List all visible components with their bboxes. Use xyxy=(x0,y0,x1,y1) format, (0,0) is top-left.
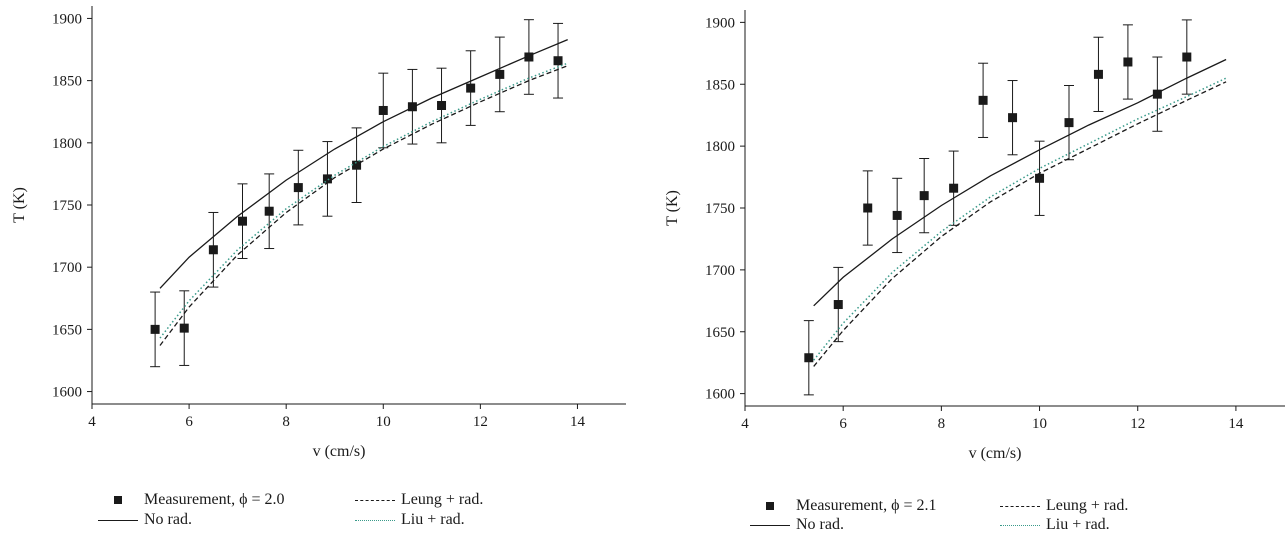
legend-label-liu: Liu + rad. xyxy=(401,511,465,528)
x-tick-label: 4 xyxy=(88,414,96,430)
chart-panel-right: 4 6 8 10 12 14 1600 1650 1700 1750 1800 1850 1900 v (… xyxy=(645,0,1287,536)
legend-label-measurement: Measurement, ϕ = 2.0 xyxy=(144,491,285,508)
y-tick-label: 1700 xyxy=(52,260,82,276)
legend-label-liu: Liu + rad. xyxy=(1046,516,1110,533)
x-tick-label: 6 xyxy=(185,414,193,430)
no-rad-curve xyxy=(159,39,568,289)
measurement-point xyxy=(949,183,959,193)
dotted-line-icon xyxy=(1000,519,1040,531)
y-tick-label: 1750 xyxy=(52,198,82,214)
liu-rad-curve xyxy=(813,77,1227,361)
y-axis-title: T (K) xyxy=(664,190,681,226)
chart-svg-right: 4 6 8 10 12 14 1600 1650 1700 1750 1800 1850 1900 v (… xyxy=(664,10,1285,462)
measurement-point xyxy=(524,52,534,62)
chart-panel-left: 4 6 8 10 12 14 1600 1650 1700 1750 1800 1850 1900 v (… xyxy=(0,0,640,536)
measurement-point xyxy=(437,101,447,110)
y-tick-label: 1650 xyxy=(705,325,735,341)
measurement-point xyxy=(1035,173,1045,183)
dashed-line-icon xyxy=(355,494,395,506)
legend-label-no-rad: No rad. xyxy=(796,516,844,533)
solid-line-icon xyxy=(750,519,790,531)
legend-label-no-rad: No rad. xyxy=(144,511,192,528)
measurement-point xyxy=(495,69,505,79)
square-marker-icon xyxy=(750,500,790,512)
y-axis-title: T (K) xyxy=(11,187,28,223)
x-axis-title: v (cm/s) xyxy=(313,443,366,460)
chart-svg-left: 4 6 8 10 12 14 1600 1650 1700 1750 1800 1850 1900 v (… xyxy=(11,6,626,460)
x-tick-label: 10 xyxy=(376,414,391,430)
y-tick-label: 1800 xyxy=(705,139,735,155)
dashed-line-icon xyxy=(1000,500,1040,512)
x-tick-label: 12 xyxy=(473,414,488,430)
measurement-point xyxy=(863,203,873,213)
measurement-point xyxy=(892,210,902,220)
measurement-point xyxy=(553,56,563,66)
y-tick-label: 1900 xyxy=(705,15,735,31)
legend-label-leung: Leung + rad. xyxy=(1046,497,1129,514)
measurement-point xyxy=(179,323,189,333)
measurement-point xyxy=(1064,118,1074,128)
measurement-point xyxy=(1123,57,1133,67)
leung-rad-curve xyxy=(159,65,568,346)
measurement-point xyxy=(1008,113,1018,123)
legend-item-no-rad: No rad. xyxy=(98,510,192,529)
measurement-point xyxy=(1093,69,1103,79)
legend-item-measurement: Measurement, ϕ = 2.1 xyxy=(750,496,937,515)
x-tick-label: 14 xyxy=(570,414,586,430)
measurement-point xyxy=(804,353,814,363)
measurement-point xyxy=(208,245,218,255)
y-tick-label: 1850 xyxy=(52,74,82,90)
measurement-point xyxy=(407,102,417,112)
leung-rad-curve xyxy=(813,81,1227,367)
legend-item-liu: Liu + rad. xyxy=(1000,515,1110,534)
dotted-line-icon xyxy=(355,514,395,526)
square-marker-icon xyxy=(98,494,138,506)
measurement-point xyxy=(378,105,388,115)
legend-item-measurement: Measurement, ϕ = 2.0 xyxy=(98,490,285,509)
y-tick-label: 1650 xyxy=(52,322,82,338)
x-tick-label: 6 xyxy=(839,416,847,432)
measurement-point xyxy=(293,183,303,193)
x-tick-label: 12 xyxy=(1130,416,1145,432)
y-tick-label: 1850 xyxy=(705,77,735,93)
y-tick-label: 1750 xyxy=(705,201,735,217)
x-axis-title: v (cm/s) xyxy=(969,445,1022,462)
measurement-point xyxy=(322,174,332,184)
measurement-point xyxy=(1182,52,1192,62)
legend-item-no-rad: No rad. xyxy=(750,515,844,534)
x-tick-label: 4 xyxy=(741,416,749,432)
y-tick-label: 1700 xyxy=(705,263,735,279)
y-tick-label: 1900 xyxy=(52,11,82,27)
measurement-point xyxy=(1152,89,1162,99)
no-rad-curve xyxy=(813,58,1227,307)
measurement-point xyxy=(833,300,843,310)
y-tick-label: 1800 xyxy=(52,136,82,152)
liu-rad-curve xyxy=(159,62,568,339)
legend-item-leung: Leung + rad. xyxy=(355,490,483,509)
measurement-point xyxy=(237,216,247,226)
legend-label-leung: Leung + rad. xyxy=(401,491,484,508)
legend-item-liu: Liu + rad. xyxy=(355,510,465,529)
x-tick-label: 10 xyxy=(1032,416,1047,432)
legend-label-measurement: Measurement, ϕ = 2.1 xyxy=(796,497,937,514)
x-tick-label: 8 xyxy=(282,414,290,430)
solid-line-icon xyxy=(98,514,138,526)
y-tick-label: 1600 xyxy=(52,385,82,401)
x-tick-label: 14 xyxy=(1228,416,1244,432)
measurement-point xyxy=(919,191,929,201)
measurement-point xyxy=(978,95,988,105)
measurement-point xyxy=(466,83,476,93)
x-tick-label: 8 xyxy=(938,416,946,432)
y-tick-label: 1600 xyxy=(705,387,735,403)
legend-item-leung: Leung + rad. xyxy=(1000,496,1128,515)
measurement-point xyxy=(264,206,274,216)
measurement-point xyxy=(150,324,160,334)
